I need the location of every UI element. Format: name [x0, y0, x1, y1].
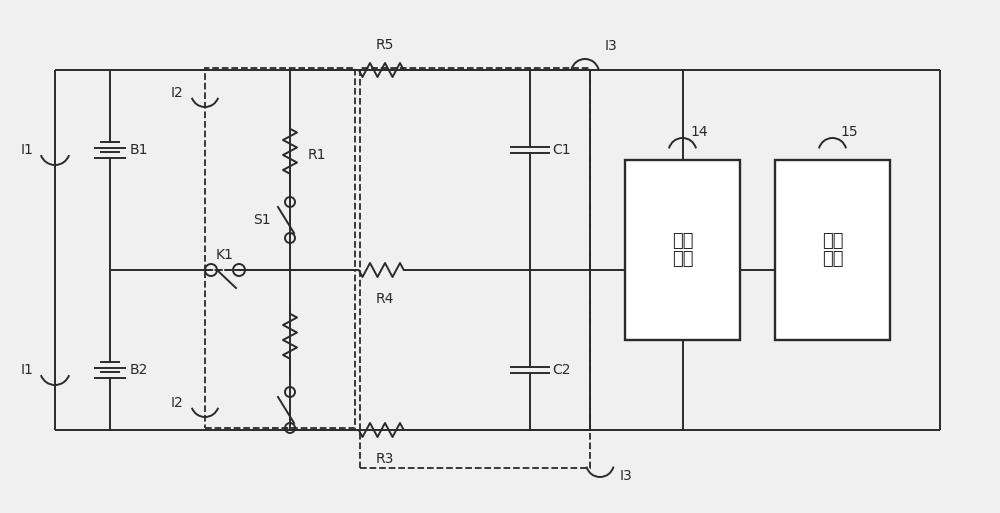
Text: K1: K1	[216, 248, 234, 262]
Text: 采集: 采集	[672, 232, 693, 250]
Text: 控制: 控制	[822, 232, 843, 250]
Text: I2: I2	[171, 396, 183, 410]
Bar	[360, 68, 590, 468]
Text: C2: C2	[552, 363, 570, 377]
Text: R5: R5	[376, 38, 394, 52]
Text: I2: I2	[171, 86, 183, 100]
Text: R4: R4	[376, 292, 394, 306]
Text: B2: B2	[130, 363, 148, 377]
Text: 电路: 电路	[672, 250, 693, 268]
Bar	[775, 160, 890, 340]
Text: I1: I1	[21, 363, 33, 377]
Bar	[625, 160, 740, 340]
Text: S1: S1	[253, 213, 271, 227]
Text: I1: I1	[21, 143, 33, 157]
Bar	[205, 68, 355, 270]
Text: I3: I3	[620, 469, 633, 483]
Text: 14: 14	[690, 125, 708, 139]
Text: 电路: 电路	[822, 250, 843, 268]
Text: B1: B1	[130, 143, 148, 157]
Text: 15: 15	[840, 125, 858, 139]
Text: C1: C1	[552, 143, 571, 157]
Text: R3: R3	[376, 452, 394, 466]
Text: R1: R1	[308, 148, 326, 162]
Bar	[205, 270, 355, 428]
Text: I3: I3	[605, 39, 618, 53]
